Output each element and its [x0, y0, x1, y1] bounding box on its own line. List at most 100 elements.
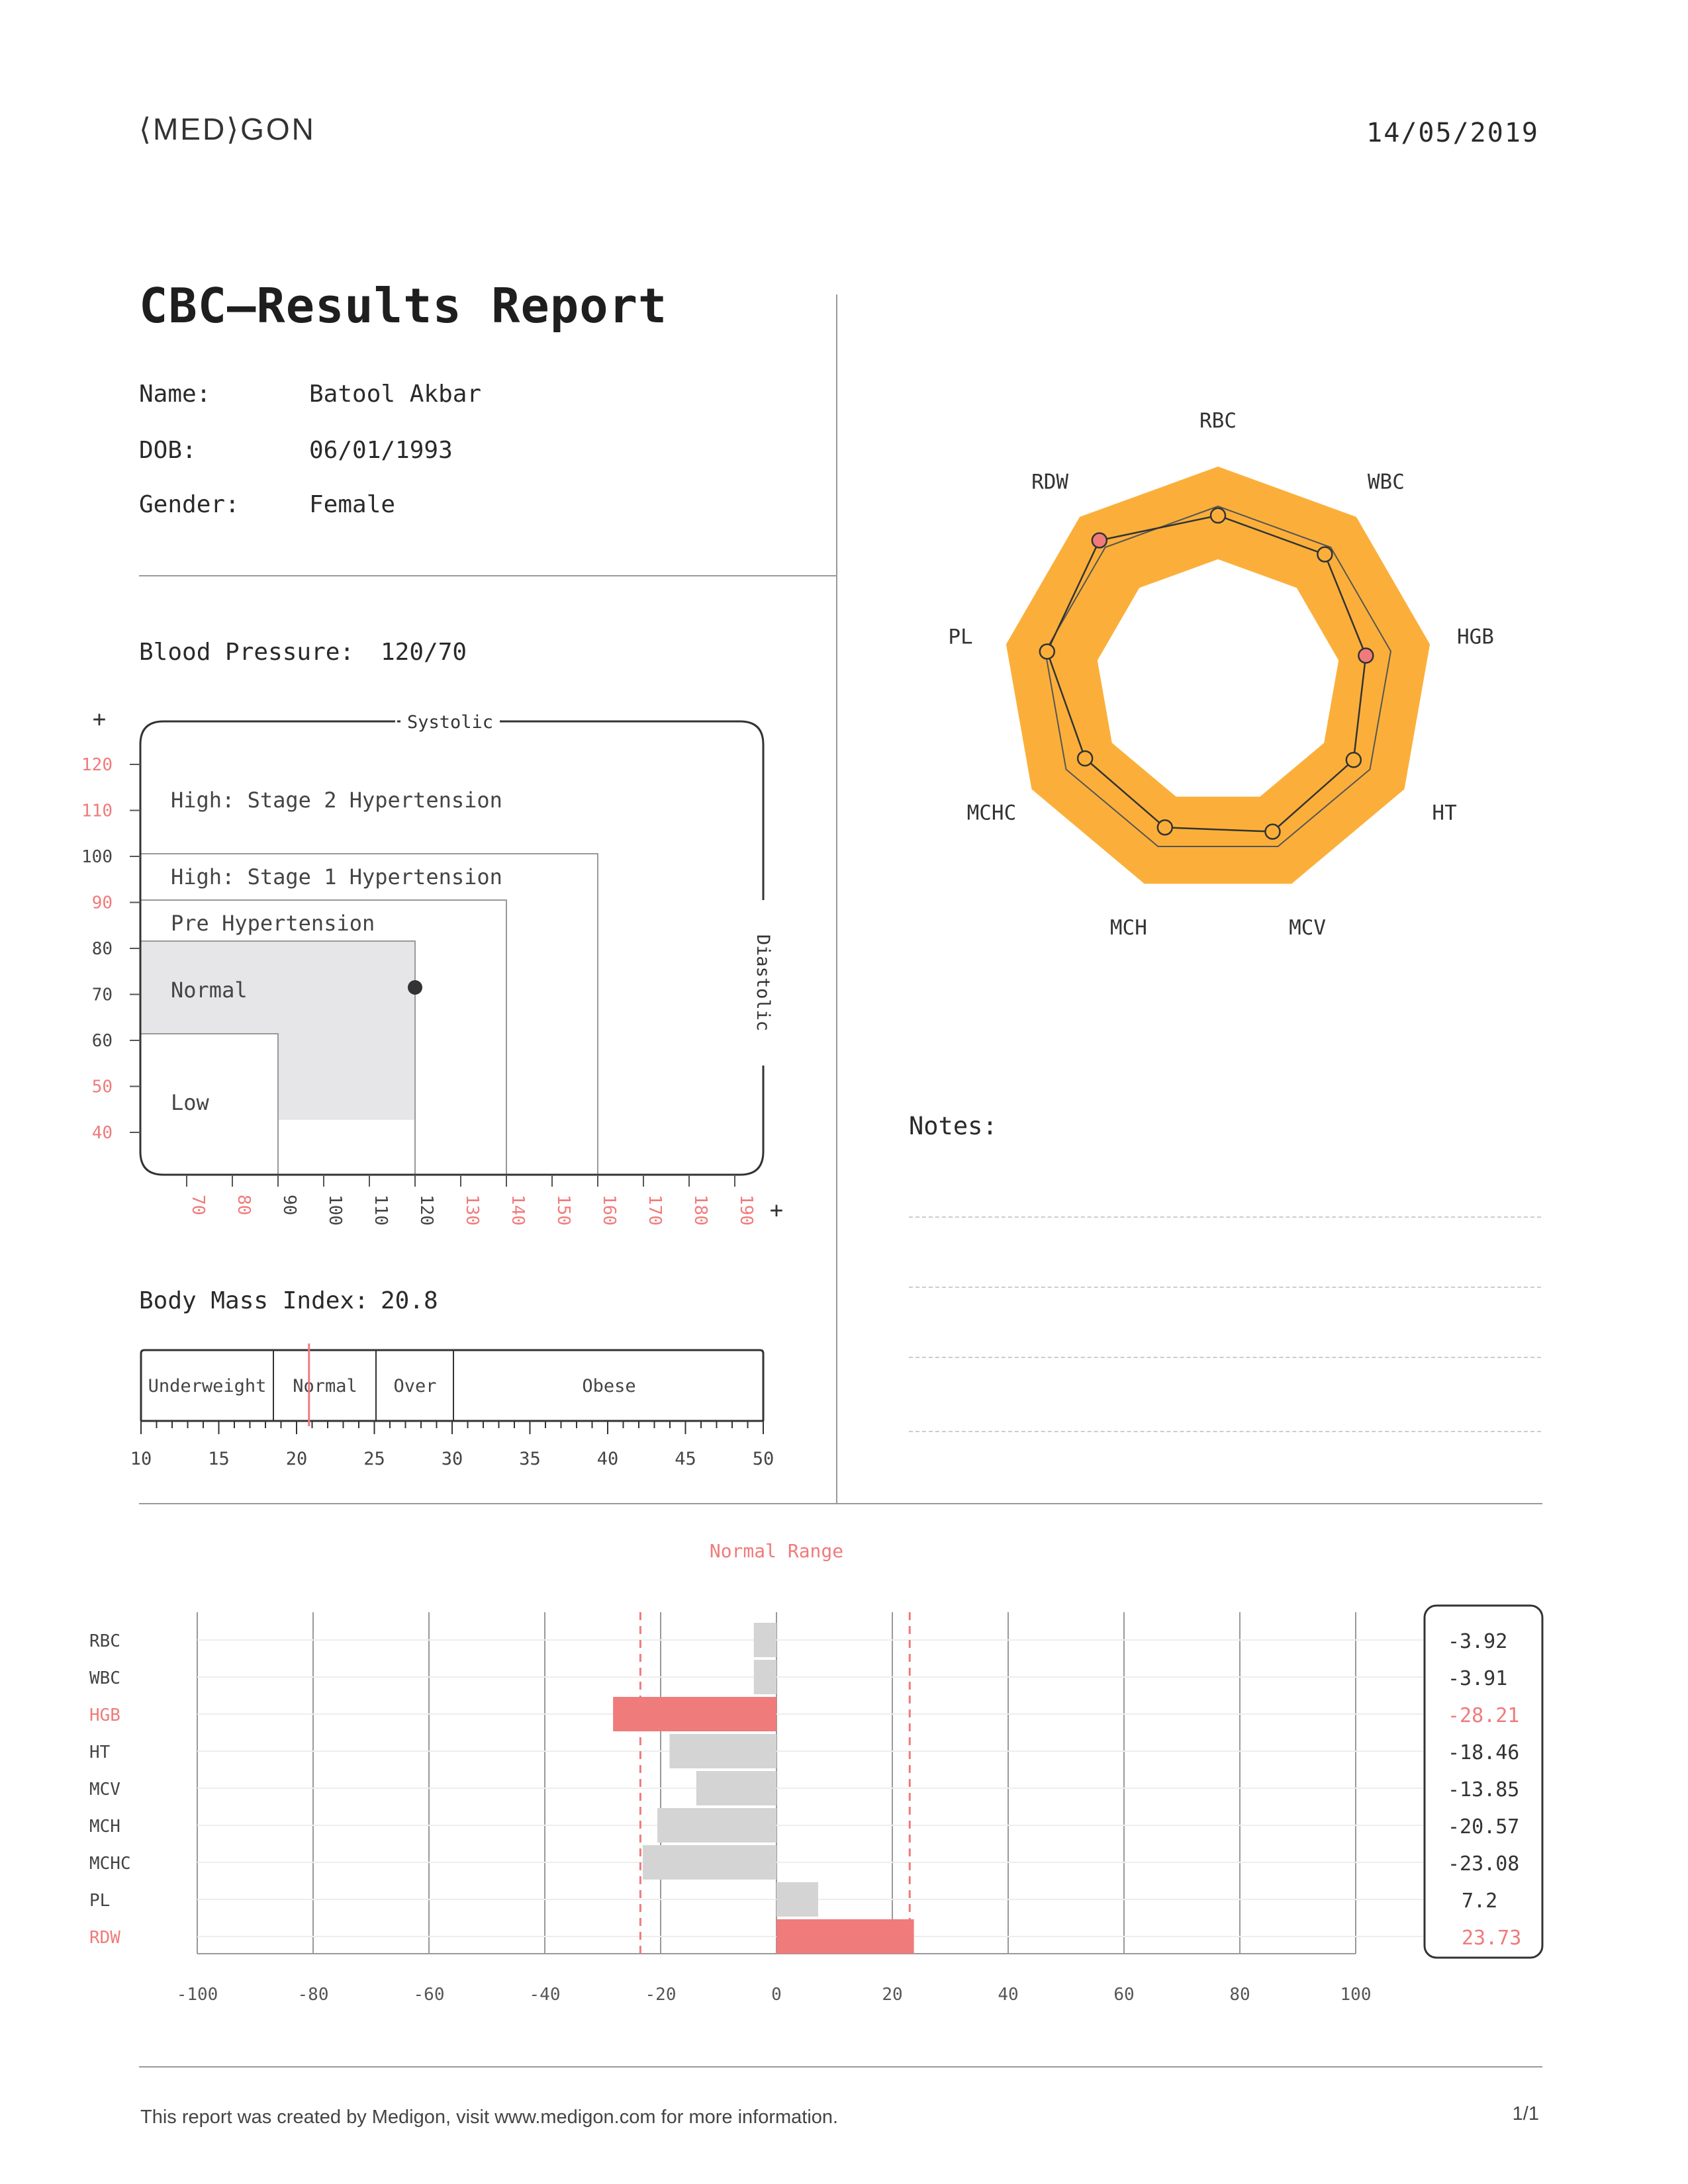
radar-label-mchc: MCHC — [967, 801, 1017, 825]
bmi-tick-label: 40 — [597, 1449, 619, 1469]
bmi-tick-label: 10 — [130, 1449, 152, 1469]
bar-mcv — [696, 1771, 776, 1805]
bp-frame — [139, 720, 765, 1176]
bp-y-tick-label: 100 — [81, 847, 113, 867]
radar-midline — [1044, 505, 1392, 847]
radar-label-ht: HT — [1432, 801, 1456, 825]
bp-x-tick-label: 180 — [690, 1195, 710, 1226]
bmi-tick-label: 50 — [753, 1449, 774, 1469]
radar-label-pl: PL — [948, 625, 972, 649]
bp-x-ticks: 70 80 90 100 110 120 130 140 150 160 170 180 190 — [186, 1175, 756, 1226]
radar-point-ht — [1345, 752, 1362, 768]
radar-result-line — [1046, 514, 1367, 833]
x-tick-label: 20 — [882, 1985, 902, 2005]
systolic-axis-label: Systolic — [407, 712, 493, 733]
normal-range-title: Normal Range — [710, 1540, 843, 1562]
bp-x-tick-label: 150 — [553, 1195, 573, 1226]
bmi-frame — [140, 1349, 765, 1421]
bp-x-tick-label: 160 — [599, 1195, 619, 1226]
low-boundary — [140, 1033, 279, 1175]
x-tick-label: 40 — [998, 1985, 1018, 2005]
report-date: 14/05/2019 — [1366, 118, 1539, 148]
bp-x-tick-label: 130 — [462, 1195, 482, 1226]
bp-y-tick-label: 40 — [92, 1123, 113, 1143]
bmi-tick-label: 30 — [442, 1449, 463, 1469]
bp-x-tick-label: 80 — [234, 1195, 254, 1215]
radar-point-mcv — [1264, 823, 1281, 840]
x-tick-label: -100 — [177, 1985, 218, 2005]
bp-x-tick-label: 100 — [325, 1195, 345, 1226]
bar-ht — [669, 1734, 776, 1768]
bar-label-ht: HT — [89, 1743, 111, 1762]
deviation-chart: Normal Range RBCWBCHGBHTMCVMCHMCHCPLRDW … — [89, 1540, 1544, 2005]
bar-hgb — [613, 1697, 776, 1731]
bp-value: 120/70 — [381, 639, 467, 666]
radar-point-mchc — [1076, 750, 1094, 767]
value-ht: -18.46 — [1448, 1741, 1519, 1764]
zone-low-label: Low — [171, 1090, 210, 1115]
name-value: Batool Akbar — [309, 381, 482, 408]
bp-zones — [140, 853, 598, 1175]
bmi-label: Body Mass Index: — [139, 1287, 369, 1314]
section-divider — [139, 1503, 1542, 1504]
radar-point-mch — [1156, 819, 1174, 836]
bp-x-tick-label: 110 — [371, 1195, 391, 1226]
x-tick-label: 60 — [1113, 1985, 1134, 2005]
bp-x-tick-label: 170 — [645, 1195, 665, 1226]
value-rbc: -3.92 — [1448, 1630, 1507, 1653]
value-mcv: -13.85 — [1448, 1778, 1519, 1801]
bar-label-hgb: HGB — [89, 1706, 120, 1725]
bmi-tick-label: 20 — [286, 1449, 308, 1469]
low-zone — [140, 1034, 278, 1120]
bp-y-tick-label: 90 — [92, 893, 113, 913]
bp-y-tick-label: 80 — [92, 939, 113, 959]
x-tick-label: -20 — [645, 1985, 677, 2005]
notes-line-4[interactable] — [909, 1431, 1541, 1432]
bmi-over-label: Over — [393, 1376, 436, 1396]
bmi-chart: Underweight Normal Over Obese 10 15 20 25 30… — [130, 1343, 774, 1469]
radar-inner-area — [1097, 559, 1339, 797]
patient-divider — [139, 575, 837, 576]
notes-line-1[interactable] — [909, 1216, 1541, 1218]
x-axis-plus: + — [770, 1197, 783, 1224]
x-tick-label: -80 — [298, 1985, 329, 2005]
bmi-underweight-label: Underweight — [148, 1376, 267, 1396]
radar-label-mch: MCH — [1110, 916, 1147, 940]
bp-y-tick-label: 70 — [92, 985, 113, 1005]
name-label: Name: — [139, 381, 211, 408]
radar-label-rbc: RBC — [1199, 409, 1237, 433]
radar-point-rbc — [1209, 507, 1227, 524]
notes-line-2[interactable] — [909, 1287, 1541, 1288]
medigon-logo: ⟨MED⟩GON — [139, 112, 316, 146]
bp-chart: Systolic Diastolic High: Stage 2 Hyperte… — [81, 706, 783, 1226]
radar-label-wbc: WBC — [1368, 470, 1405, 494]
diastolic-axis-label: Diastolic — [753, 934, 773, 1031]
bar-mchc — [643, 1845, 776, 1880]
value-hgb: -28.21 — [1448, 1704, 1519, 1727]
bp-y-tick-label: 50 — [92, 1077, 113, 1097]
bp-x-tick-label: 90 — [279, 1195, 299, 1215]
normal-boundary — [140, 940, 416, 1175]
bp-x-tick-label: 70 — [188, 1195, 208, 1215]
x-tick-label: -40 — [530, 1985, 561, 2005]
bmi-ticks: 10 15 20 25 30 35 40 45 50 — [130, 1421, 774, 1469]
bar-label-mcv: MCV — [89, 1780, 120, 1799]
prehyp-boundary — [140, 899, 507, 1175]
radar-point-rdw — [1091, 532, 1108, 549]
footer-text: This report was created by Medigon, visi… — [140, 2107, 839, 2128]
notes-line-3[interactable] — [909, 1357, 1541, 1358]
x-tick-label: -60 — [414, 1985, 445, 2005]
footer-divider — [139, 2066, 1542, 2068]
radar-point-hgb — [1358, 647, 1374, 664]
bar-label-wbc: WBC — [89, 1668, 120, 1688]
bar-mch — [657, 1808, 776, 1843]
values-panel — [1423, 1604, 1544, 1959]
value-wbc: -3.91 — [1448, 1667, 1507, 1690]
radar-chart: RBC WBC HGB HT MCV MCH MCHC PL RDW — [948, 409, 1494, 940]
bar-label-mchc: MCHC — [89, 1854, 131, 1874]
bar-label-rdw: RDW — [89, 1928, 120, 1948]
bar-label-mch: MCH — [89, 1817, 120, 1837]
bp-reading-point — [408, 980, 422, 995]
value-rdw: 23.73 — [1462, 1927, 1521, 1950]
bp-y-tick-label: 60 — [92, 1031, 113, 1051]
